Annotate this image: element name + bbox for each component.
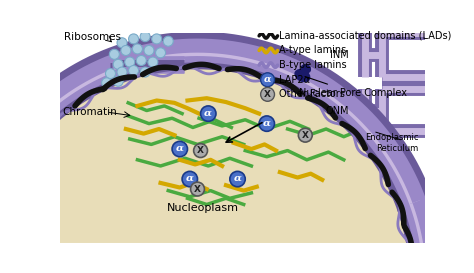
Text: α: α <box>204 109 212 118</box>
Circle shape <box>128 66 138 76</box>
Circle shape <box>101 78 112 88</box>
Circle shape <box>117 67 127 77</box>
Ellipse shape <box>294 69 310 82</box>
Circle shape <box>230 171 245 187</box>
Circle shape <box>182 171 198 187</box>
Circle shape <box>298 128 312 142</box>
Text: Nucleoplasm: Nucleoplasm <box>167 203 239 213</box>
Circle shape <box>155 48 165 58</box>
Circle shape <box>201 106 216 121</box>
Text: X: X <box>197 146 204 155</box>
Text: α: α <box>264 75 271 84</box>
Text: Chromatin: Chromatin <box>62 107 117 117</box>
Circle shape <box>128 34 138 44</box>
Circle shape <box>144 46 154 55</box>
Text: α: α <box>263 119 271 128</box>
Circle shape <box>261 73 274 87</box>
Text: α: α <box>176 144 184 153</box>
Circle shape <box>191 182 204 196</box>
Circle shape <box>194 144 208 158</box>
Circle shape <box>121 46 131 55</box>
Polygon shape <box>0 66 413 271</box>
Text: A-type lamins: A-type lamins <box>279 46 346 55</box>
Circle shape <box>140 32 150 41</box>
Circle shape <box>117 38 127 48</box>
Text: X: X <box>264 90 271 99</box>
Text: Other Factors: Other Factors <box>279 89 345 99</box>
Text: INM: INM <box>330 50 349 60</box>
Circle shape <box>137 55 146 66</box>
Circle shape <box>152 34 162 44</box>
Text: Lamina-associated domains (LADs): Lamina-associated domains (LADs) <box>279 31 452 41</box>
Circle shape <box>132 44 143 54</box>
Circle shape <box>140 67 150 77</box>
Circle shape <box>261 87 274 101</box>
Text: α: α <box>186 174 194 183</box>
Text: Nuclear Pore Complex: Nuclear Pore Complex <box>299 76 407 98</box>
Circle shape <box>106 69 116 79</box>
Circle shape <box>113 76 123 86</box>
Circle shape <box>113 59 123 69</box>
Circle shape <box>163 36 173 46</box>
Circle shape <box>148 57 158 67</box>
Text: LAP2α: LAP2α <box>279 75 310 85</box>
Text: Ribosomes: Ribosomes <box>64 32 121 41</box>
Text: α: α <box>234 174 242 183</box>
Ellipse shape <box>301 64 311 74</box>
Text: X: X <box>194 185 201 194</box>
Text: X: X <box>302 131 309 140</box>
Text: B-type lamins: B-type lamins <box>279 60 347 70</box>
Circle shape <box>172 141 188 157</box>
Circle shape <box>109 49 119 59</box>
Circle shape <box>125 57 135 67</box>
Circle shape <box>259 116 274 131</box>
Text: Endoplasmic
Reticulum: Endoplasmic Reticulum <box>365 133 419 153</box>
Text: ONM: ONM <box>326 106 349 115</box>
